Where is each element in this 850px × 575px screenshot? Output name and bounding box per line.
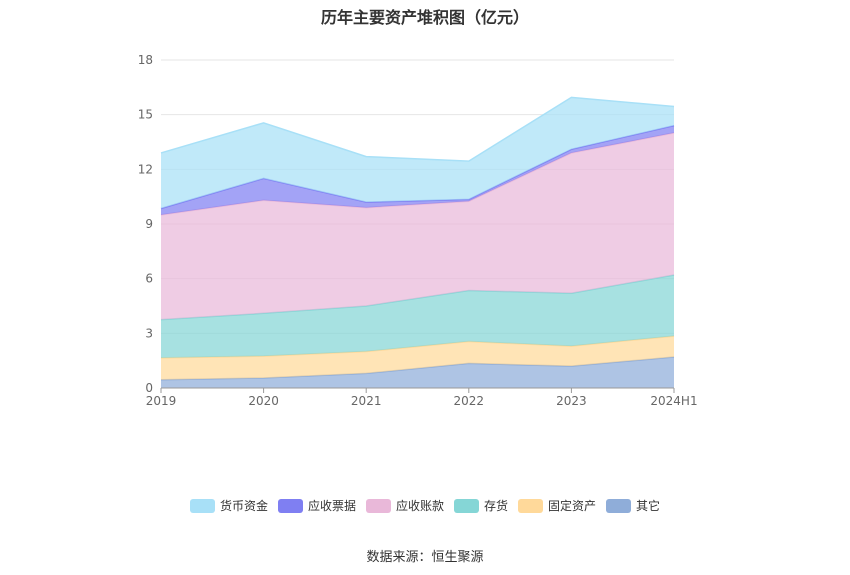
series-line-5 (160, 96, 675, 162)
area-series-5 (161, 97, 674, 209)
legend-swatch (190, 499, 215, 513)
data-source-note: 数据来源：恒生聚源 (366, 550, 484, 565)
chart-title: 历年主要资产堆积图（亿元） (320, 8, 529, 27)
x-tick-label: 2024H1 (650, 394, 697, 408)
legend-swatch (454, 499, 479, 513)
x-tick-label: 2022 (454, 394, 485, 408)
y-tick-label: 18 (138, 53, 153, 67)
x-tick-label: 2023 (556, 394, 587, 408)
legend-swatch (518, 499, 543, 513)
legend-label: 其它 (636, 498, 660, 513)
x-tick-label: 2019 (146, 394, 177, 408)
x-tick-label: 2020 (248, 394, 279, 408)
legend-swatch (366, 499, 391, 513)
legend-label: 货币资金 (220, 498, 268, 513)
area-series-2 (161, 275, 674, 358)
area-series-3 (161, 132, 674, 320)
y-tick-label: 3 (145, 326, 153, 340)
legend-swatch (606, 499, 631, 513)
area-series-1 (161, 336, 674, 380)
x-tick-label: 2021 (351, 394, 382, 408)
legend-label: 应收账款 (396, 498, 444, 513)
legend-label: 存货 (484, 498, 508, 513)
y-tick-label: 0 (145, 381, 153, 395)
y-tick-label: 9 (145, 217, 153, 231)
legend-label: 应收票据 (308, 498, 356, 513)
legend-label: 固定资产 (548, 498, 596, 513)
y-tick-label: 12 (138, 162, 153, 176)
area-series-0 (161, 357, 674, 388)
area-series-4 (161, 125, 674, 215)
y-tick-label: 15 (138, 108, 153, 122)
y-tick-label: 6 (145, 272, 153, 286)
legend-swatch (278, 499, 303, 513)
